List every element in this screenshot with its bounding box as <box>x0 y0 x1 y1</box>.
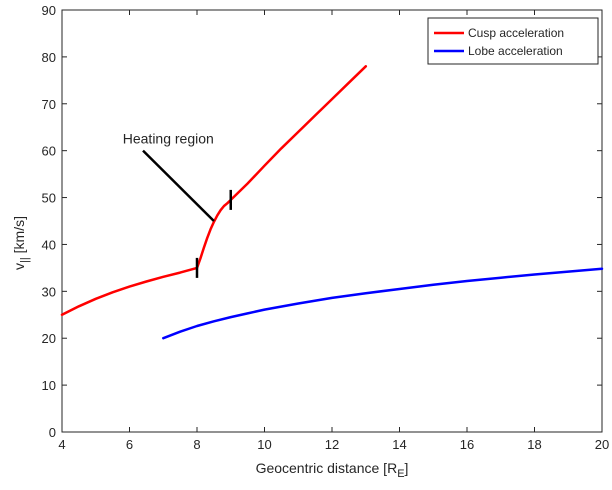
x-tick-label: 16 <box>460 437 474 452</box>
legend-box <box>427 17 599 65</box>
y-axis-label: v|| [km/s] <box>11 216 31 270</box>
x-tick-label: 12 <box>325 437 339 452</box>
y-axis-label-subscript: || <box>19 257 31 263</box>
x-tick-label: 10 <box>257 437 271 452</box>
x-tick-label: 20 <box>595 437 609 452</box>
x-tick-label: 14 <box>392 437 406 452</box>
annotation-heating-region: Heating region <box>123 131 214 147</box>
y-tick-label: 90 <box>42 3 56 18</box>
y-axis-label-end: [km/s] <box>11 216 27 257</box>
axes: 4 6 8 10 12 14 16 18 20 0 10 20 30 40 50 60 70 80 90 <box>42 3 610 452</box>
x-axis-label-end: ] <box>405 460 409 476</box>
x-axis-label: Geocentric distance [RE] <box>256 460 409 480</box>
x-tick-label: 4 <box>58 437 65 452</box>
series-cusp-line <box>60 65 368 317</box>
x-axis-label-main: Geocentric distance [R <box>256 460 398 476</box>
y-tick-label: 0 <box>49 425 56 440</box>
y-tick-label: 10 <box>42 378 56 393</box>
legend: Cusp acceleration Lobe acceleration <box>427 17 599 65</box>
plot-area <box>61 9 603 433</box>
y-axis-label-main: v <box>11 263 27 270</box>
y-tick-label: 40 <box>42 237 56 252</box>
y-tick-label: 20 <box>42 331 56 346</box>
y-tick-label: 30 <box>42 284 56 299</box>
annotation-arrow-line <box>142 149 215 222</box>
x-tick-label: 6 <box>126 437 133 452</box>
x-axis-label-subscript: E <box>397 468 404 480</box>
legend-label-lobe: Lobe acceleration <box>468 44 563 58</box>
y-tick-label: 60 <box>42 144 56 159</box>
y-tick-label: 70 <box>42 97 56 112</box>
series-lobe-line <box>162 267 604 340</box>
y-tick-label: 50 <box>42 191 56 206</box>
x-tick-label: 18 <box>527 437 541 452</box>
series-layer <box>60 65 604 340</box>
legend-label-cusp: Cusp acceleration <box>468 26 564 40</box>
y-tick-label: 80 <box>42 50 56 65</box>
x-tick-label: 8 <box>193 437 200 452</box>
annotation-layer <box>142 149 215 222</box>
